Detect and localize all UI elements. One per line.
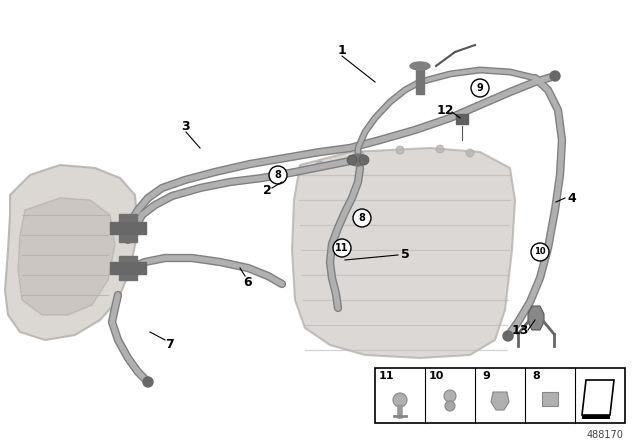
Bar (119, 214, 137, 242)
Text: 8: 8 (275, 170, 282, 180)
Polygon shape (582, 415, 610, 419)
Text: 2: 2 (262, 184, 271, 197)
Circle shape (466, 149, 474, 157)
Text: 3: 3 (182, 120, 190, 133)
Circle shape (471, 79, 489, 97)
Ellipse shape (349, 154, 367, 166)
Text: 5: 5 (401, 249, 410, 262)
Bar (416, 66, 424, 94)
Text: 10: 10 (428, 371, 444, 381)
Text: 4: 4 (568, 191, 577, 204)
Text: 8: 8 (532, 371, 540, 381)
Polygon shape (5, 165, 138, 340)
Text: 10: 10 (534, 247, 546, 257)
Text: 9: 9 (477, 83, 483, 93)
Text: 13: 13 (511, 323, 529, 336)
Circle shape (333, 239, 351, 257)
Text: 7: 7 (166, 337, 174, 350)
Circle shape (444, 390, 456, 402)
Text: 6: 6 (244, 276, 252, 289)
Polygon shape (582, 380, 614, 415)
Polygon shape (491, 392, 509, 410)
Text: 488170: 488170 (587, 430, 623, 440)
Polygon shape (292, 148, 515, 358)
Circle shape (436, 145, 444, 153)
Text: 8: 8 (358, 213, 365, 223)
Bar (456, 114, 468, 124)
Text: 1: 1 (338, 43, 346, 56)
Circle shape (396, 146, 404, 154)
Bar (542, 392, 558, 406)
Circle shape (269, 166, 287, 184)
Ellipse shape (410, 62, 430, 70)
Text: 11: 11 (335, 243, 349, 253)
Bar (119, 256, 137, 280)
Text: 12: 12 (436, 103, 454, 116)
Circle shape (445, 401, 455, 411)
Circle shape (359, 155, 369, 165)
Text: 9: 9 (482, 371, 490, 381)
Bar (375, 368, 625, 423)
Bar (110, 262, 146, 274)
Circle shape (353, 209, 371, 227)
Polygon shape (528, 306, 544, 330)
Text: 11: 11 (378, 371, 394, 381)
Polygon shape (18, 198, 115, 315)
Circle shape (550, 71, 560, 81)
Circle shape (143, 377, 153, 387)
Circle shape (316, 161, 324, 169)
Circle shape (393, 393, 407, 407)
Circle shape (356, 151, 364, 159)
Circle shape (347, 155, 357, 165)
Circle shape (531, 243, 549, 261)
Circle shape (503, 331, 513, 341)
Bar (110, 222, 146, 234)
